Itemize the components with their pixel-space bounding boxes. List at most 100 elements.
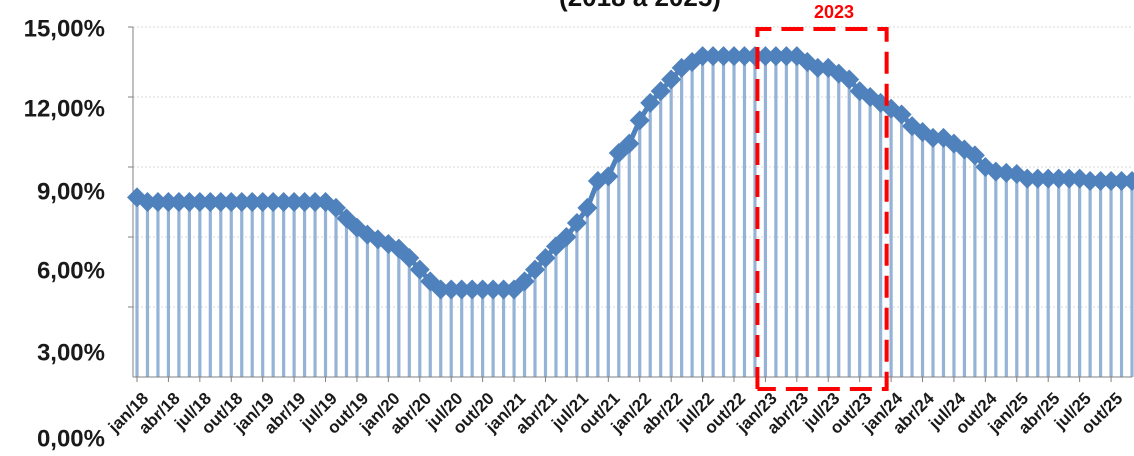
bar [952,143,956,377]
bar [700,56,705,378]
bar [512,289,516,377]
bar [816,67,820,377]
data-point [839,69,860,90]
data-point [483,279,504,300]
data-point [263,192,284,212]
data-point [556,227,577,247]
bar [135,197,139,377]
bar [575,223,579,377]
data-point [441,279,462,300]
data-point [776,46,797,67]
bar [1088,181,1092,377]
bar [1098,181,1103,377]
data-point [326,197,346,218]
data-point [210,192,231,212]
bar [920,132,925,377]
y-tick-label: 9,00% [37,178,105,205]
bar [386,244,390,377]
bar [742,56,747,378]
chart-title: (2018 a 2025) [559,0,721,12]
data-point [158,192,179,212]
data-point [1017,168,1038,189]
data-point [231,192,252,212]
data-point [891,104,912,125]
data-point [650,81,671,102]
bar [439,289,443,377]
bar [344,218,349,377]
data-point [923,127,943,148]
bar [365,234,370,377]
bar [250,202,254,377]
bar [1025,178,1029,377]
bar [711,56,715,378]
data-point [472,279,493,300]
bar [879,102,883,377]
bar [166,202,171,377]
bar [617,153,621,377]
bar [910,126,914,378]
bar [177,202,181,377]
bar [774,56,778,378]
y-axis-ticks: 15,00% 12,00% 9,00% 6,00% 3,00% 0,00% [24,15,105,452]
data-point [294,192,315,212]
bar [355,227,359,377]
bar [198,202,202,377]
annotation-box [755,27,889,391]
bar [428,281,432,377]
bar [784,56,788,378]
data-point [629,110,650,131]
bar [983,167,987,377]
y-tick-label: 12,00% [24,95,105,122]
bar [271,202,275,377]
bar [962,149,967,377]
annotation-2023: 2023 [755,2,889,391]
bar [638,120,642,377]
bar [973,155,977,377]
bar [1109,181,1113,377]
bar [564,237,569,377]
bar [1036,178,1040,377]
bar [596,181,600,377]
bar [376,239,380,377]
data-point [1027,168,1048,189]
bar [418,269,422,377]
data-point [284,192,305,212]
data-point [1048,168,1069,189]
bar [145,202,150,377]
y-tick-label: 0,00% [37,425,105,452]
bar [889,108,893,378]
bar [721,56,726,378]
bar [1046,178,1050,377]
data-point [577,197,598,218]
data-point [703,46,724,67]
data-point [493,279,514,300]
y-tick-label: 3,00% [37,339,105,366]
data-point [765,46,786,67]
bar [753,56,757,378]
bar [1004,172,1008,377]
bar [1119,181,1124,377]
bar [994,171,998,377]
bar [261,202,265,377]
y-tick-label: 6,00% [37,257,105,284]
data-point [242,192,263,212]
bar [868,97,872,377]
bar [732,56,736,378]
data-point [168,192,189,212]
data-point [964,145,985,166]
data-point [399,248,420,268]
bar [669,79,673,377]
bar [302,202,307,377]
data-point [1090,171,1111,191]
bar [156,202,160,377]
bar [847,79,851,377]
bar [1015,174,1019,377]
bar [680,67,684,377]
bar [585,207,589,377]
data-point [671,57,692,78]
data-point [221,192,242,212]
data-point [724,46,744,67]
data-point [744,46,765,67]
bar [1057,178,1061,377]
